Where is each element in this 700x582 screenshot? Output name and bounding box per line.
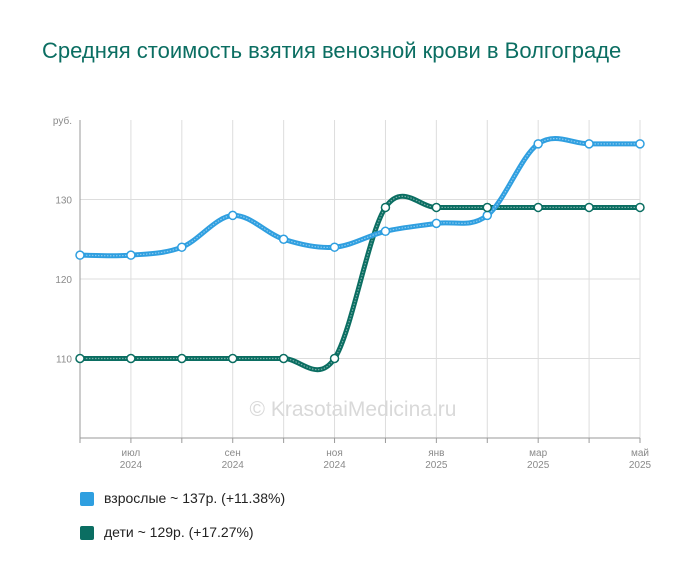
data-point-adults	[533, 139, 543, 149]
y-tick-label: 120	[55, 275, 72, 286]
legend-item-children[interactable]: дети ~ 129р. (+17.27%)	[80, 524, 480, 544]
series-line-children	[77, 193, 643, 373]
x-tick-label-year: 2024	[323, 460, 346, 471]
grid-lines	[80, 120, 641, 438]
points-layer	[75, 139, 645, 364]
data-point-adults	[431, 218, 442, 229]
data-point-adults	[227, 210, 238, 221]
data-point-adults	[278, 234, 289, 244]
data-point-children	[533, 202, 543, 213]
axes	[79, 120, 641, 443]
x-tick-label-year: 2025	[527, 460, 550, 471]
legend-item-adults[interactable]: взрослые ~ 137р. (+11.38%)	[80, 490, 480, 510]
data-point-children	[584, 202, 594, 213]
data-point-children	[177, 353, 187, 364]
data-point-adults	[329, 242, 340, 252]
y-tick-label: 130	[55, 196, 72, 207]
legend-label-children: дети ~ 129р. (+17.27%)	[104, 524, 254, 540]
data-point-children	[482, 202, 493, 213]
series-line-adults	[77, 136, 643, 259]
data-point-children	[635, 202, 645, 213]
data-point-children	[380, 202, 391, 213]
data-point-children	[75, 353, 85, 364]
data-point-adults	[126, 250, 136, 260]
data-point-adults	[380, 226, 391, 237]
tick-labels: 110120130руб.июл2024сен2024ноя2024янв202…	[53, 115, 652, 471]
data-point-children	[126, 353, 136, 364]
data-point-adults	[482, 210, 493, 221]
x-tick-label-month: июл	[122, 448, 141, 459]
data-point-adults	[584, 139, 594, 149]
y-tick-label: 110	[56, 355, 72, 366]
x-tick-label-year: 2024	[120, 460, 143, 471]
data-point-children	[278, 353, 289, 364]
y-axis-label: руб.	[53, 115, 72, 127]
data-point-adults	[635, 139, 645, 149]
x-tick-label-month: май	[631, 448, 649, 459]
data-point-children	[431, 202, 442, 213]
x-tick-label-year: 2025	[425, 460, 448, 471]
legend-swatch-adults	[80, 492, 94, 506]
legend-label-adults: взрослые ~ 137р. (+11.38%)	[104, 490, 286, 506]
data-point-adults	[177, 242, 187, 252]
x-tick-label-month: мар	[529, 448, 547, 459]
x-tick-label-month: ноя	[326, 448, 343, 459]
series-layer	[77, 136, 643, 373]
data-point-adults	[75, 250, 85, 260]
data-point-children	[329, 353, 340, 364]
x-tick-label-month: янв	[428, 448, 444, 459]
x-tick-label-year: 2024	[222, 460, 245, 471]
watermark: © KrasotaiMedicina.ru	[250, 398, 457, 421]
legend-swatch-children	[80, 526, 94, 540]
chart-title: Средняя стоимость взятия венозной крови …	[42, 38, 622, 63]
x-tick-label-year: 2025	[629, 460, 652, 471]
data-point-children	[227, 353, 238, 364]
x-tick-label-month: сен	[225, 448, 241, 459]
